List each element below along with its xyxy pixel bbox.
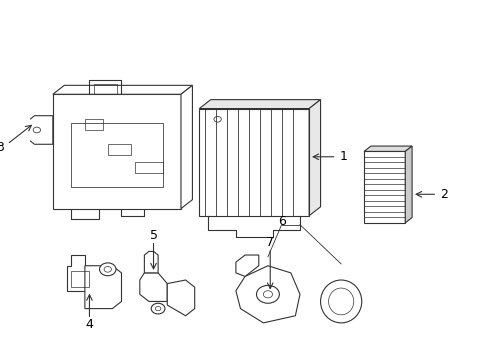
Text: 6: 6 xyxy=(277,215,285,228)
Polygon shape xyxy=(235,255,258,276)
Polygon shape xyxy=(66,255,94,291)
Circle shape xyxy=(104,266,111,272)
Polygon shape xyxy=(53,85,192,94)
Circle shape xyxy=(256,285,279,303)
Circle shape xyxy=(213,116,221,122)
Circle shape xyxy=(155,306,161,311)
Bar xyxy=(71,123,163,187)
Ellipse shape xyxy=(320,280,361,323)
Text: 7: 7 xyxy=(265,236,274,249)
Polygon shape xyxy=(140,273,167,301)
Bar xyxy=(85,119,103,130)
Circle shape xyxy=(100,263,116,276)
Bar xyxy=(94,84,117,94)
Text: 4: 4 xyxy=(85,318,93,331)
Text: 1: 1 xyxy=(339,150,346,163)
Polygon shape xyxy=(363,152,405,223)
Polygon shape xyxy=(181,85,192,208)
Polygon shape xyxy=(199,100,320,109)
Circle shape xyxy=(33,127,41,133)
Bar xyxy=(107,144,130,155)
Ellipse shape xyxy=(328,288,353,315)
Text: 2: 2 xyxy=(439,188,447,201)
Polygon shape xyxy=(167,280,194,316)
Polygon shape xyxy=(53,94,181,208)
Text: 3: 3 xyxy=(0,141,4,154)
Circle shape xyxy=(151,303,164,314)
Bar xyxy=(199,109,308,216)
Text: 5: 5 xyxy=(149,229,157,242)
Polygon shape xyxy=(405,146,411,223)
Polygon shape xyxy=(235,266,299,323)
Polygon shape xyxy=(308,100,320,216)
Bar xyxy=(71,271,89,287)
Polygon shape xyxy=(363,146,411,152)
Polygon shape xyxy=(25,116,53,144)
Polygon shape xyxy=(144,251,158,273)
Polygon shape xyxy=(85,266,121,309)
Circle shape xyxy=(263,291,272,298)
Bar xyxy=(135,162,163,173)
